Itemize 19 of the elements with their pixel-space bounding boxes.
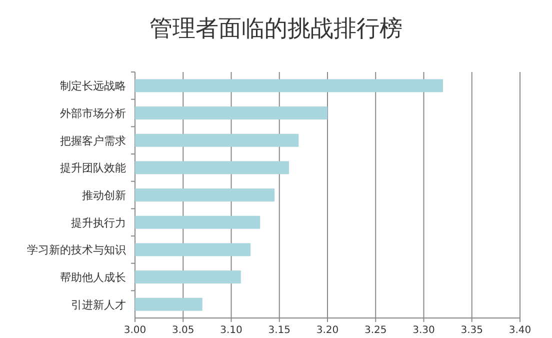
y-tick-label: 把握客户需求 (60, 134, 126, 148)
y-tick-label: 提升团队效能 (60, 162, 126, 175)
chart-title: 管理者面临的挑战排行榜 (150, 16, 402, 42)
x-tick-label: 3.00 (124, 325, 146, 336)
y-tick-label: 制定长远战略 (60, 80, 126, 93)
x-tick-label: 3.10 (220, 325, 242, 336)
y-tick-label: 学习新的技术与知识 (27, 244, 126, 257)
x-tick-label: 3.35 (460, 325, 484, 336)
y-tick-label: 帮助他人成长 (60, 271, 126, 284)
y-tick-label: 推动创新 (82, 189, 126, 202)
x-tick-label: 3.15 (268, 325, 291, 336)
x-tick-label: 3.40 (508, 325, 532, 336)
y-tick-label: 提升执行力 (71, 216, 126, 230)
y-tick-label: 引进新人才 (71, 298, 126, 312)
x-tick-label: 3.20 (316, 325, 339, 336)
y-tick-label: 外部市场分析 (60, 107, 126, 120)
x-tick-label: 3.30 (412, 325, 435, 336)
x-tick-label: 3.25 (364, 325, 387, 336)
x-tick-label: 3.05 (172, 325, 194, 336)
